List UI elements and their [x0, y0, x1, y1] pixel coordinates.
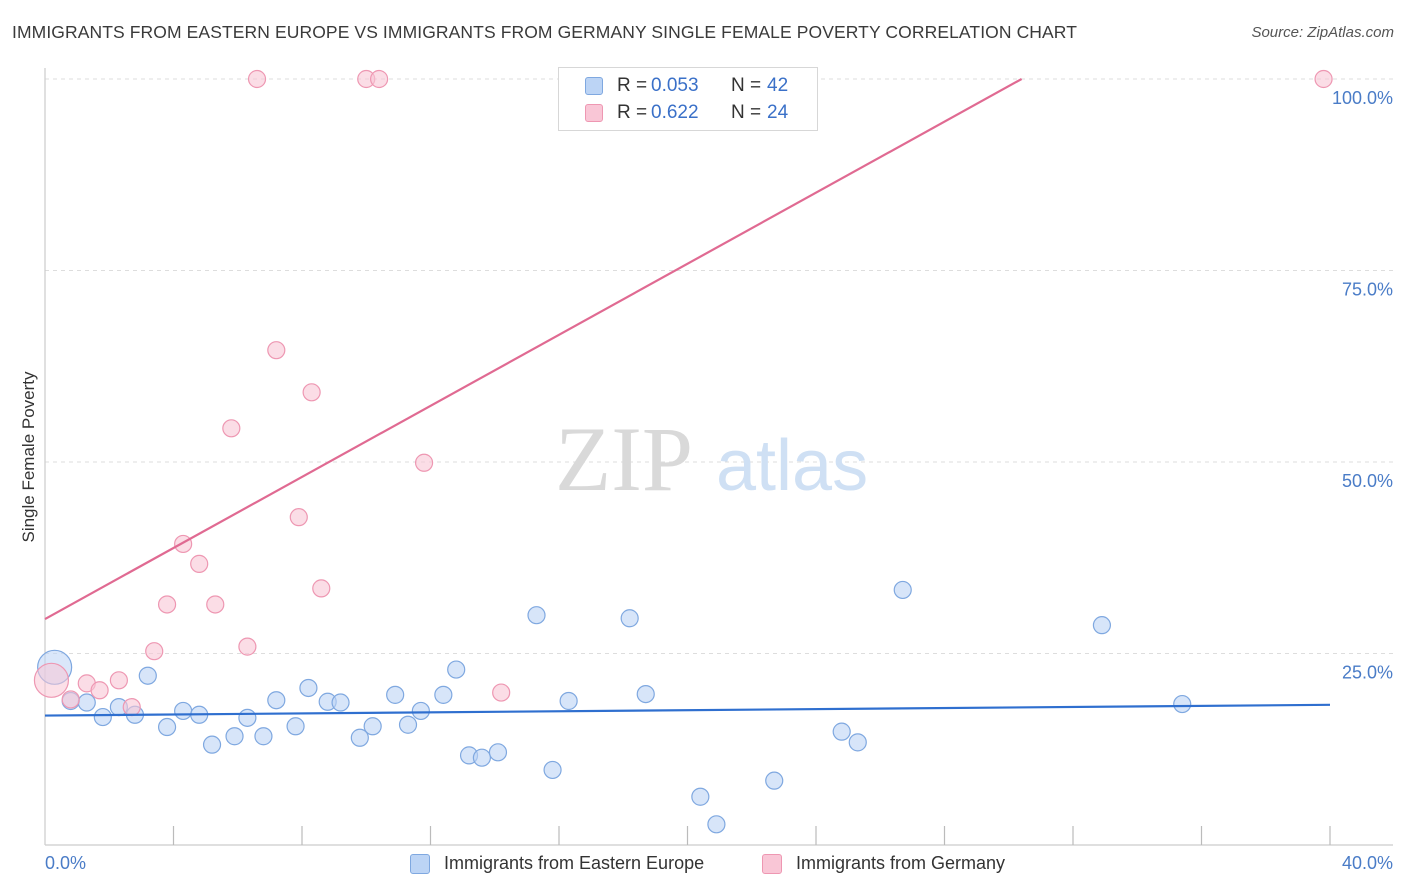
x-tick-label: 0.0% — [45, 853, 86, 873]
data-point-eastern-europe[interactable] — [363, 717, 382, 736]
y-tick-label: 50.0% — [1342, 471, 1393, 491]
x-tick-label: 40.0% — [1342, 853, 1393, 873]
data-point-germany[interactable] — [174, 534, 193, 554]
stats-legend: R = 0.053 N = 42 R = 0.622 N = 24 — [558, 67, 818, 131]
trend-line-germany — [44, 78, 1023, 620]
chart-title: IMMIGRANTS FROM EASTERN EUROPE VS IMMIGR… — [12, 22, 1078, 42]
data-point-germany[interactable] — [414, 453, 434, 472]
data-point-eastern-europe[interactable] — [225, 727, 244, 746]
data-point-germany[interactable] — [302, 383, 321, 402]
data-point-eastern-europe[interactable] — [1092, 616, 1112, 635]
data-point-eastern-europe[interactable] — [527, 606, 546, 625]
data-point-eastern-europe[interactable] — [350, 728, 369, 747]
data-point-eastern-europe[interactable] — [832, 722, 851, 741]
watermark-zip: ZIP — [555, 408, 693, 510]
legend-item-eastern-europe[interactable]: Immigrants from Eastern Europe — [410, 852, 740, 878]
r-label: R = — [617, 75, 648, 96]
data-point-eastern-europe[interactable] — [620, 609, 639, 628]
data-point-eastern-europe[interactable] — [707, 815, 726, 834]
pink-swatch-icon — [762, 854, 782, 874]
y-tick-label: 100.0% — [1332, 88, 1393, 108]
data-point-germany[interactable] — [206, 595, 225, 614]
data-point-germany[interactable] — [222, 419, 241, 438]
data-point-eastern-europe[interactable] — [238, 708, 257, 727]
data-point-germany[interactable] — [370, 69, 389, 89]
data-point-eastern-europe[interactable] — [543, 760, 562, 780]
n-value: 42 — [767, 75, 789, 96]
data-point-eastern-europe[interactable] — [202, 735, 222, 754]
data-point-eastern-europe[interactable] — [93, 707, 112, 727]
data-point-germany[interactable] — [289, 508, 308, 527]
data-point-germany[interactable] — [267, 341, 286, 360]
data-point-eastern-europe[interactable] — [331, 693, 350, 712]
y-tick-label: 25.0% — [1342, 663, 1393, 683]
watermark: ZIP atlas — [555, 408, 868, 510]
data-point-germany[interactable] — [109, 671, 128, 690]
data-point-germany[interactable] — [190, 554, 209, 573]
data-point-eastern-europe[interactable] — [488, 743, 508, 762]
data-point-eastern-europe[interactable] — [447, 660, 466, 679]
data-point-eastern-europe[interactable] — [472, 748, 491, 767]
data-point-eastern-europe[interactable] — [386, 685, 405, 704]
n-label: N = — [731, 102, 762, 123]
legend-item-germany[interactable]: Immigrants from Germany — [762, 852, 1042, 878]
data-point-eastern-europe[interactable] — [138, 666, 157, 685]
trend-lines — [44, 78, 1331, 717]
legend-label: Immigrants from Germany — [796, 853, 1006, 873]
pink-swatch-icon — [585, 104, 603, 122]
data-point-eastern-europe[interactable] — [286, 717, 305, 736]
data-point-eastern-europe[interactable] — [77, 693, 96, 712]
data-point-eastern-europe[interactable] — [157, 717, 177, 737]
data-point-germany[interactable] — [145, 642, 164, 661]
data-point-eastern-europe[interactable] — [299, 678, 318, 698]
r-value: 0.622 — [651, 102, 699, 123]
data-point-eastern-europe[interactable] — [411, 701, 430, 721]
data-point-eastern-europe[interactable] — [1173, 694, 1192, 714]
data-point-eastern-europe[interactable] — [893, 580, 912, 600]
data-point-eastern-europe[interactable] — [434, 685, 453, 704]
n-label: N = — [731, 75, 762, 96]
data-point-germany[interactable] — [247, 69, 267, 89]
data-point-germany[interactable] — [238, 637, 257, 656]
data-point-germany[interactable] — [33, 662, 70, 698]
data-point-germany[interactable] — [312, 579, 331, 598]
data-point-eastern-europe[interactable] — [848, 733, 867, 752]
tick-labels: 25.0% 50.0% 75.0% 100.0% 0.0% 40.0% — [45, 88, 1393, 873]
r-value: 0.053 — [651, 75, 699, 96]
data-point-germany[interactable] — [492, 683, 511, 702]
y-tick-label: 75.0% — [1342, 280, 1393, 300]
data-point-germany[interactable] — [90, 681, 109, 700]
data-point-eastern-europe[interactable] — [765, 771, 784, 790]
data-point-eastern-europe[interactable] — [174, 701, 193, 721]
data-point-germany[interactable] — [61, 690, 80, 709]
data-point-germany[interactable] — [1314, 69, 1333, 89]
n-value: 24 — [767, 102, 789, 123]
series-germany-points — [33, 69, 1333, 717]
y-axis-label: Single Female Poverty — [19, 371, 38, 543]
data-point-eastern-europe[interactable] — [636, 684, 655, 704]
data-point-germany[interactable] — [157, 595, 177, 614]
source-label: Source: ZipAtlas.com — [1251, 24, 1394, 41]
data-point-germany[interactable] — [122, 698, 141, 717]
data-point-eastern-europe[interactable] — [398, 715, 418, 734]
watermark-atlas: atlas — [716, 426, 868, 506]
data-point-eastern-europe[interactable] — [691, 787, 710, 806]
data-point-eastern-europe[interactable] — [254, 727, 273, 746]
data-point-eastern-europe[interactable] — [559, 691, 578, 711]
data-point-eastern-europe[interactable] — [267, 691, 286, 710]
grid-lines — [45, 78, 1393, 654]
blue-swatch-icon — [585, 77, 603, 95]
legend-label: Immigrants from Eastern Europe — [444, 853, 705, 873]
trend-line-eastern-europe — [44, 703, 1331, 717]
blue-swatch-icon — [410, 854, 430, 874]
r-label: R = — [617, 102, 648, 123]
axes — [44, 68, 1393, 846]
